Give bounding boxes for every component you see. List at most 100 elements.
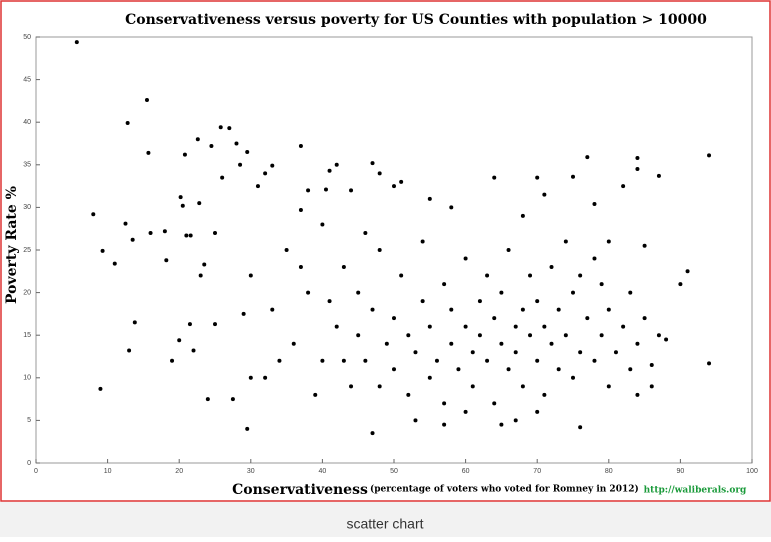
point [341, 265, 346, 270]
chart-title: Conservativeness versus poverty for US C… [125, 12, 707, 28]
point [535, 299, 540, 304]
point [427, 324, 432, 329]
point [707, 361, 712, 366]
point [556, 307, 561, 312]
point [218, 125, 223, 130]
x-axis-label: Conservativeness [232, 482, 368, 498]
y-tick-label: 0 [27, 460, 31, 467]
point [642, 243, 647, 248]
point [334, 162, 339, 167]
point [499, 341, 504, 346]
point [549, 341, 554, 346]
y-tick-label: 25 [23, 247, 31, 254]
y-tick-label: 45 [23, 76, 31, 83]
point [392, 367, 396, 372]
x-tick-label: 100 [746, 468, 758, 475]
point [520, 384, 525, 389]
point [248, 273, 253, 278]
point [499, 422, 504, 427]
point [463, 256, 468, 261]
x-tick-label: 10 [104, 468, 112, 475]
point [427, 196, 432, 201]
point [520, 307, 525, 312]
x-axis-note: (percentage of voters who voted for Romn… [370, 484, 639, 495]
point [606, 384, 611, 389]
point [230, 397, 235, 402]
point [707, 153, 712, 158]
point [392, 316, 396, 321]
point [535, 358, 540, 363]
point [449, 341, 454, 346]
point [234, 141, 239, 146]
point [195, 137, 200, 142]
point [320, 358, 325, 363]
point [320, 222, 325, 227]
point [571, 290, 575, 295]
point [571, 375, 575, 380]
point [127, 348, 132, 353]
point [621, 184, 626, 189]
point [499, 290, 504, 295]
point [599, 333, 604, 338]
point [556, 367, 561, 372]
point [323, 187, 328, 192]
point [184, 233, 189, 238]
point [635, 392, 640, 397]
point [202, 262, 207, 267]
point [162, 229, 167, 234]
point [613, 350, 618, 355]
point [187, 322, 192, 327]
point [306, 290, 311, 295]
point [245, 426, 250, 431]
x-tick-label: 50 [390, 468, 398, 475]
point [363, 358, 368, 363]
point [356, 290, 361, 295]
point [130, 237, 135, 242]
point [434, 358, 439, 363]
point [592, 201, 597, 206]
point [621, 324, 626, 329]
point [370, 161, 375, 166]
y-tick-label: 50 [23, 34, 31, 41]
point [664, 337, 669, 342]
point [685, 269, 690, 274]
point [363, 230, 368, 235]
point [563, 333, 568, 338]
point [399, 179, 404, 184]
point [413, 418, 418, 423]
point [180, 203, 185, 208]
point [205, 397, 210, 402]
frame [0, 0, 771, 502]
point [506, 367, 511, 372]
point [112, 261, 117, 266]
point [370, 307, 375, 312]
point [284, 248, 289, 252]
point [513, 324, 518, 329]
point [125, 121, 130, 126]
x-tick-label: 30 [247, 468, 255, 475]
x-tick-label: 80 [605, 468, 613, 475]
point [198, 273, 203, 278]
point [191, 348, 196, 353]
y-axis-label: Poverty Rate % [4, 186, 20, 304]
x-tick-label: 70 [533, 468, 541, 475]
point [520, 213, 525, 218]
source: http://waliberals.org [644, 486, 747, 496]
x-tick-label: 90 [677, 468, 685, 475]
point [477, 333, 482, 338]
point [370, 431, 375, 436]
point [245, 150, 250, 155]
point [513, 418, 518, 423]
point [585, 316, 590, 321]
point [635, 341, 640, 346]
point [298, 207, 303, 212]
point [571, 174, 575, 179]
point [542, 192, 547, 197]
point [649, 384, 654, 389]
point [220, 175, 225, 180]
point [678, 282, 683, 287]
point [209, 144, 214, 149]
x-tick-label: 60 [462, 468, 470, 475]
point [313, 392, 318, 397]
